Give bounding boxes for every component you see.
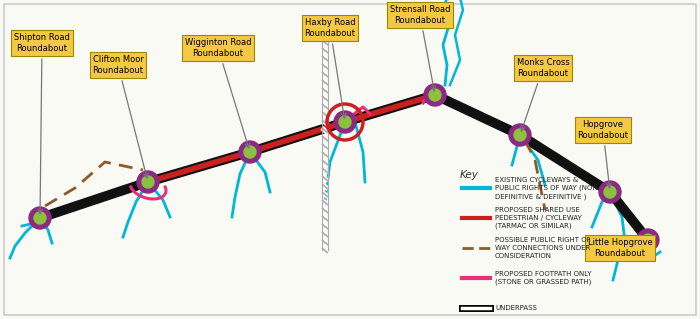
Text: Key: Key xyxy=(460,170,479,180)
Circle shape xyxy=(239,141,261,163)
Text: PROPOSED FOOTPATH ONLY
(STONE OR GRASSED PATH): PROPOSED FOOTPATH ONLY (STONE OR GRASSED… xyxy=(495,271,592,285)
Circle shape xyxy=(429,89,441,101)
Circle shape xyxy=(604,186,616,198)
Circle shape xyxy=(424,84,446,106)
Circle shape xyxy=(599,181,621,203)
Circle shape xyxy=(137,171,159,193)
Text: PROPOSED SHARED USE
PEDESTRIAN / CYCLEWAY
(TARMAC OR SIMILAR): PROPOSED SHARED USE PEDESTRIAN / CYCLEWA… xyxy=(495,207,582,229)
Circle shape xyxy=(637,229,659,251)
Circle shape xyxy=(244,146,256,158)
Circle shape xyxy=(339,116,351,128)
Text: POSSIBLE PUBLIC RIGHT OF
WAY CONNECTIONS UNDER
CONSIDERATION: POSSIBLE PUBLIC RIGHT OF WAY CONNECTIONS… xyxy=(495,237,591,259)
Circle shape xyxy=(334,111,356,133)
Circle shape xyxy=(34,212,46,224)
Text: Wigginton Road
Roundabout: Wigginton Road Roundabout xyxy=(185,38,251,148)
Text: EXISTING CYCLEWAYS &
PUBLIC RIGHTS OF WAY (NON
DEFINITIVE & DEFINITIVE ): EXISTING CYCLEWAYS & PUBLIC RIGHTS OF WA… xyxy=(495,176,598,199)
Circle shape xyxy=(142,176,154,188)
Circle shape xyxy=(29,207,51,229)
Text: Hopgrove
Roundabout: Hopgrove Roundabout xyxy=(578,120,629,188)
Text: Clifton Moor
Roundabout: Clifton Moor Roundabout xyxy=(92,55,148,178)
Circle shape xyxy=(514,129,526,141)
Circle shape xyxy=(509,124,531,146)
Text: UNDERPASS: UNDERPASS xyxy=(495,305,537,311)
Circle shape xyxy=(642,234,654,246)
Text: Monks Cross
Roundabout: Monks Cross Roundabout xyxy=(517,58,569,131)
Text: Little Hopgrove
Roundabout: Little Hopgrove Roundabout xyxy=(587,238,652,258)
Text: Strensall Road
Roundabout: Strensall Road Roundabout xyxy=(390,5,450,91)
Text: Haxby Road
Roundabout: Haxby Road Roundabout xyxy=(304,18,356,118)
Text: Shipton Road
Roundabout: Shipton Road Roundabout xyxy=(14,33,70,214)
